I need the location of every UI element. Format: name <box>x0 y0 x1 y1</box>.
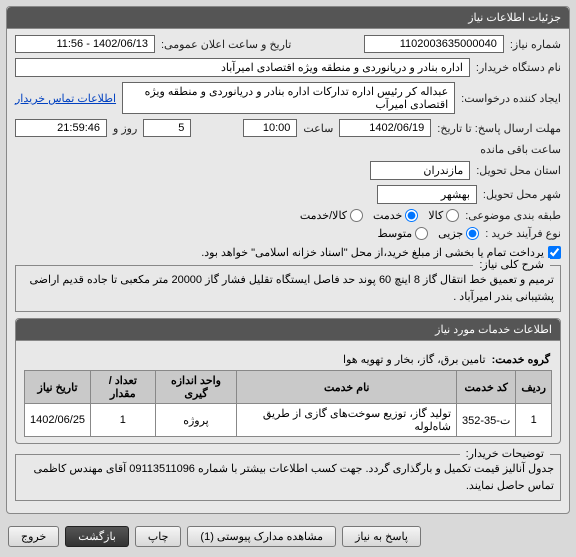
time-label-1: ساعت <box>303 122 333 135</box>
buyer-name-label: نام دستگاه خریدار: <box>476 61 561 74</box>
deadline-date: 1402/06/19 <box>339 119 431 137</box>
th-row: ردیف <box>516 371 552 404</box>
radio-service[interactable] <box>405 209 418 222</box>
th-unit: واحد اندازه گیری <box>155 371 237 404</box>
subject-class-group: کالا خدمت کالا/خدمت <box>300 209 459 222</box>
description-text: ترمیم و تعمیق خط انتقال گاز 8 اینچ 60 پو… <box>22 272 554 305</box>
city-label: شهر محل تحویل: <box>483 188 561 201</box>
th-qty: تعداد / مقدار <box>91 371 155 404</box>
process-type-group: جزیی متوسط <box>378 227 480 240</box>
need-details-panel: جزئیات اطلاعات نیاز شماره نیاز: 11020036… <box>6 6 570 514</box>
buyer-notes-box: توضیحات خریدار: جدول آنالیز قیمت تکمیل و… <box>15 454 561 501</box>
radio-partial[interactable] <box>466 227 479 240</box>
respond-button[interactable]: پاسخ به نیاز <box>342 526 421 547</box>
deadline-label: مهلت ارسال پاسخ: تا تاریخ: <box>437 122 561 135</box>
need-no-label: شماره نیاز: <box>510 38 561 51</box>
announce-value: 1402/06/13 - 11:56 <box>15 35 155 53</box>
td-name: تولید گاز، توزیع سوخت‌های گازی از طریق ش… <box>237 404 457 437</box>
need-no-value: 1102003635000040 <box>364 35 504 53</box>
radio-partial-label: جزیی <box>438 227 463 240</box>
buyer-contact-link[interactable]: اطلاعات تماس خریدار <box>15 92 116 105</box>
td-unit: پروژه <box>155 404 237 437</box>
buyer-notes-title: توضیحات خریدار: <box>460 447 550 460</box>
creator-value: عبداله کر رئیس اداره تدارکات اداره بنادر… <box>122 82 455 114</box>
deadline-time: 10:00 <box>243 119 297 137</box>
process-type-label: نوع فرآیند خرید : <box>485 227 561 240</box>
buyer-name-value: اداره بنادر و دریانوردی و منطقه ویژه اقت… <box>15 58 470 77</box>
description-title: شرح کلی نیاز: <box>473 258 550 271</box>
announce-label: تاریخ و ساعت اعلان عمومی: <box>161 38 291 51</box>
exit-button[interactable]: خروج <box>8 526 59 547</box>
th-date: تاریخ نیاز <box>25 371 91 404</box>
description-box: شرح کلی نیاز: ترمیم و تعمیق خط انتقال گا… <box>15 265 561 312</box>
subject-class-label: طبقه بندی موضوعی: <box>465 209 561 222</box>
radio-goods-label: کالا <box>428 209 443 222</box>
panel-title: جزئیات اطلاعات نیاز <box>7 7 569 29</box>
services-subpanel: اطلاعات خدمات مورد نیاز گروه خدمت: تامین… <box>15 318 561 444</box>
province-value: مازندران <box>370 161 470 180</box>
td-qty: 1 <box>91 404 155 437</box>
radio-medium[interactable] <box>415 227 428 240</box>
radio-service-label: خدمت <box>373 209 402 222</box>
remaining-label: ساعت باقی مانده <box>480 143 561 156</box>
province-label: استان محل تحویل: <box>476 164 561 177</box>
td-code: ت-35-352 <box>457 404 516 437</box>
radio-goods-service[interactable] <box>350 209 363 222</box>
time-remaining: 21:59:46 <box>15 119 107 137</box>
radio-goods-service-label: کالا/خدمت <box>300 209 347 222</box>
th-code: کد خدمت <box>457 371 516 404</box>
button-bar: پاسخ به نیاز مشاهده مدارک پیوستی (1) چاپ… <box>6 520 570 549</box>
service-group-value: تامین برق، گاز، بخار و تهویه هوا <box>343 354 485 366</box>
services-table: ردیف کد خدمت نام خدمت واحد اندازه گیری ت… <box>24 370 552 437</box>
print-button[interactable]: چاپ <box>135 526 182 547</box>
attachments-button[interactable]: مشاهده مدارک پیوستی (1) <box>187 526 336 547</box>
th-name: نام خدمت <box>237 371 457 404</box>
back-button[interactable]: بازگشت <box>65 526 129 547</box>
radio-medium-label: متوسط <box>378 227 413 240</box>
td-row: 1 <box>516 404 552 437</box>
buyer-notes-text: جدول آنالیز قیمت تکمیل و بارگذاری گردد. … <box>22 461 554 494</box>
table-row: 1 ت-35-352 تولید گاز، توزیع سوخت‌های گاز… <box>25 404 552 437</box>
days-remaining: 5 <box>143 119 191 137</box>
service-group-label: گروه خدمت: <box>492 354 550 366</box>
day-label: روز و <box>113 122 137 135</box>
services-subpanel-title: اطلاعات خدمات مورد نیاز <box>16 319 560 341</box>
td-date: 1402/06/25 <box>25 404 91 437</box>
city-value: بهشهر <box>377 185 477 204</box>
radio-goods[interactable] <box>446 209 459 222</box>
creator-label: ایجاد کننده درخواست: <box>461 92 561 105</box>
